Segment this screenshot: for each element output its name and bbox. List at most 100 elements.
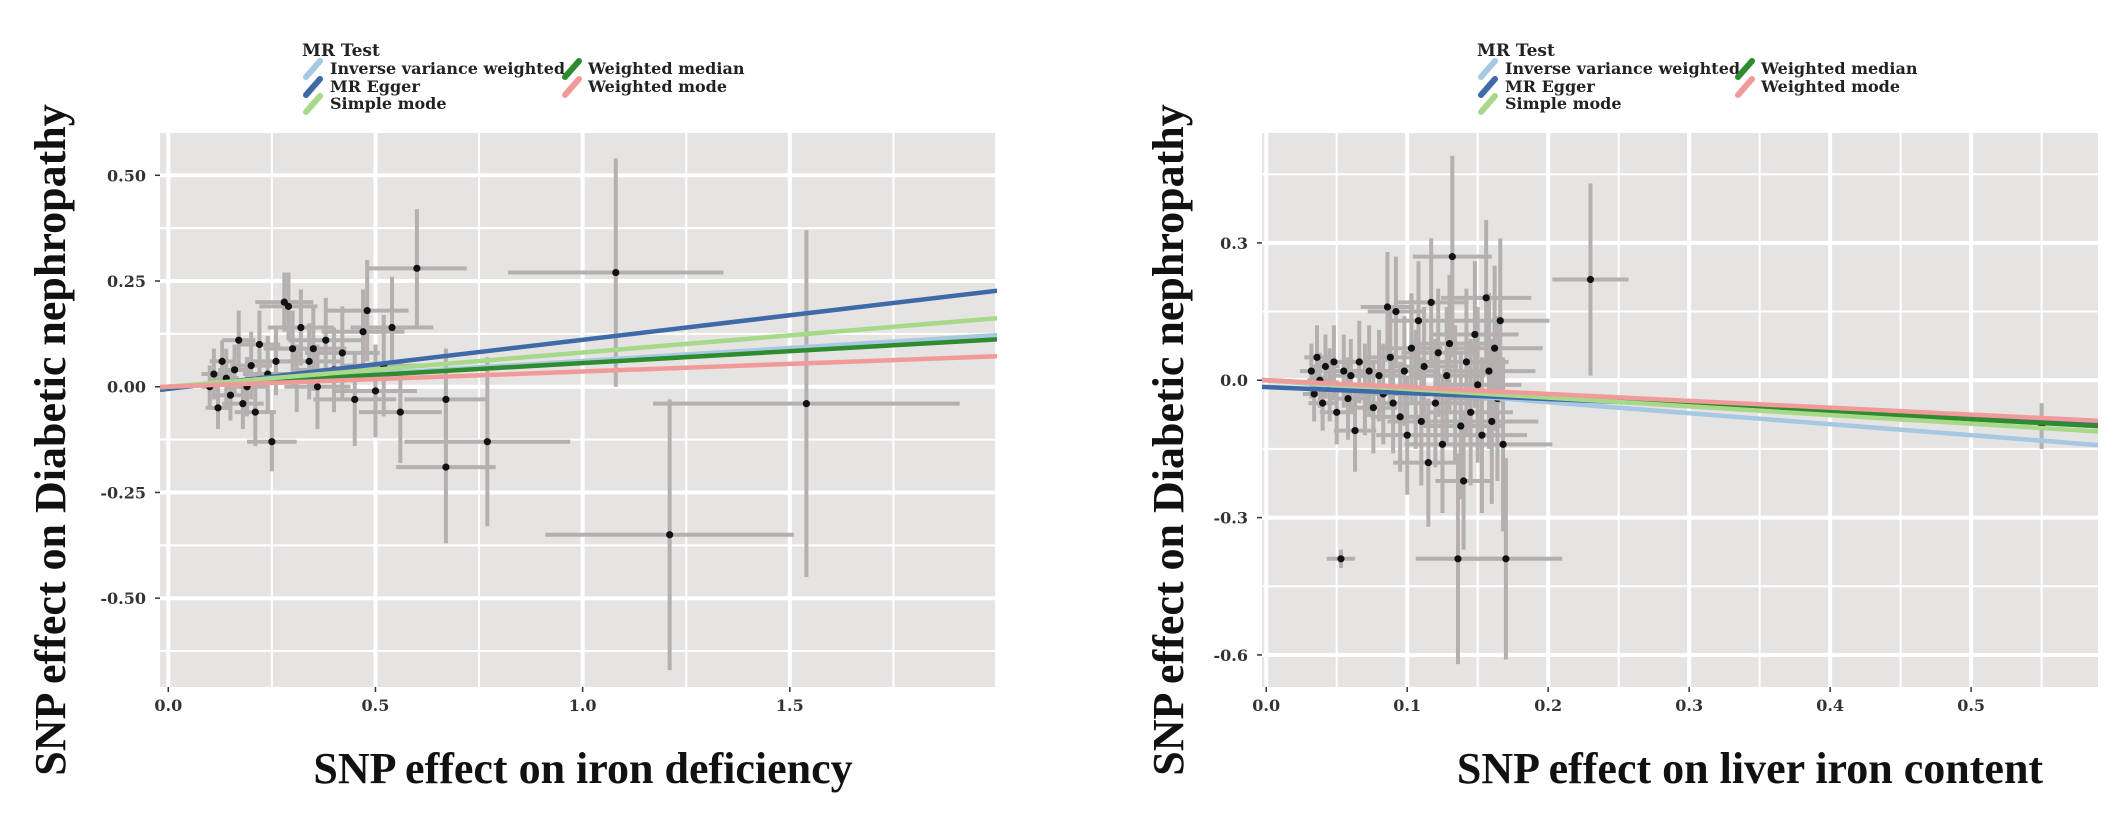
y-tick-label: -0.6 <box>1214 646 1248 665</box>
x-tick-label: 0.2 <box>1534 696 1562 715</box>
data-point <box>1392 307 1400 316</box>
data-point <box>1313 353 1321 361</box>
legend-item-mr-egger: MR Egger <box>303 76 420 98</box>
legend-label-mr-egger: MR Egger <box>1505 77 1595 96</box>
data-point <box>1396 413 1404 421</box>
data-point <box>802 400 810 408</box>
data-point <box>1400 367 1408 375</box>
legend-key-weighted-median <box>562 58 582 80</box>
y-tick-label: -0.25 <box>100 483 146 502</box>
data-point <box>1407 344 1416 352</box>
data-point <box>1417 417 1425 426</box>
legend-label-ivw: Inverse variance weighted <box>1505 59 1740 78</box>
legend-key-simple-mode <box>303 93 323 115</box>
panel-iron-deficiency: MR Test Inverse variance weighted Weight… <box>26 41 999 793</box>
data-point <box>1443 372 1451 380</box>
plot-background <box>160 133 997 687</box>
data-point <box>1457 422 1465 430</box>
data-point <box>1375 372 1383 380</box>
legend: MR Test Inverse variance weighted Weight… <box>302 41 745 115</box>
regression-line-weighted-mode <box>1262 377 2098 424</box>
x-tick-label: 0.5 <box>362 696 390 715</box>
data-point <box>1467 408 1475 416</box>
data-point <box>351 395 359 404</box>
data-point <box>338 349 346 357</box>
x-tick-label: 0.5 <box>1957 696 1985 715</box>
legend-key-simple-mode <box>1478 93 1498 115</box>
legend-label-mr-egger: MR Egger <box>330 77 420 96</box>
data-point <box>309 345 317 353</box>
gridlines <box>1262 133 2098 687</box>
data-point <box>413 264 421 272</box>
y-tick-label: 0.3 <box>1220 234 1248 253</box>
data-point <box>1351 427 1359 435</box>
legend-label-weighted-mode: Weighted mode <box>587 77 727 96</box>
data-point <box>322 336 330 344</box>
y-tick-label: 0.50 <box>107 166 146 185</box>
legend-label-weighted-mode: Weighted mode <box>1760 77 1900 96</box>
data-point <box>1485 367 1493 375</box>
data-point <box>251 408 259 416</box>
data-point <box>284 302 293 310</box>
legend-key-weighted-mode <box>1735 76 1755 98</box>
data-point <box>230 366 239 374</box>
y-tick-label: -0.50 <box>100 589 146 608</box>
data-point <box>1424 459 1432 467</box>
data-point <box>666 531 674 539</box>
legend: MR Test Inverse variance weighted Weight… <box>1477 41 1918 115</box>
legend-key-mr-egger <box>303 76 323 98</box>
data-point <box>1448 253 1456 261</box>
data-point <box>359 328 367 336</box>
data-point <box>1454 555 1462 563</box>
data-point <box>1445 340 1454 348</box>
data-point <box>272 357 280 365</box>
data-point <box>1355 358 1363 366</box>
data-point <box>1459 477 1468 485</box>
legend-key-weighted-median <box>1735 58 1755 80</box>
data-point <box>388 323 396 332</box>
legend-item-simple-mode: Simple mode <box>1478 93 1622 115</box>
data-point <box>239 400 247 408</box>
data-point <box>442 395 450 404</box>
y-tick-label: 0.0 <box>1220 371 1248 390</box>
data-point <box>1496 317 1504 325</box>
data-point <box>288 345 297 353</box>
legend-item-mr-egger: MR Egger <box>1478 76 1595 98</box>
data-point <box>1333 408 1341 416</box>
legend-title: MR Test <box>302 41 380 61</box>
legend-title: MR Test <box>1477 41 1555 61</box>
legend-label-weighted-median: Weighted median <box>587 59 745 78</box>
data-point <box>255 340 264 349</box>
data-point <box>268 438 276 446</box>
data-point <box>1369 404 1377 412</box>
data-point <box>305 357 313 365</box>
x-tick-label: 0.0 <box>1252 696 1280 715</box>
data-point <box>297 323 305 332</box>
plot-area: 0.0 0.5 1.0 1.5 0.50 0.25 0.00 -0.25 -0.50 <box>100 133 999 715</box>
data-point <box>1386 353 1394 361</box>
x-axis-title: SNP effect on liver iron content <box>1457 744 2044 793</box>
data-point <box>1389 399 1397 407</box>
data-point <box>1478 431 1486 439</box>
x-tick-label: 0.0 <box>154 696 182 715</box>
legend-label-weighted-median: Weighted median <box>1760 59 1918 78</box>
y-axis-title: SNP effect on Diabetic nephropathy <box>1144 104 1193 775</box>
data-point <box>1340 367 1348 375</box>
data-point <box>1474 381 1482 389</box>
x-tick-label: 0.4 <box>1816 696 1844 715</box>
legend-item-weighted-median: Weighted median <box>562 58 745 80</box>
regression-line-weighted-mode <box>160 354 997 390</box>
legend-label-ivw: Inverse variance weighted <box>330 59 565 78</box>
y-tick-label: -0.3 <box>1214 509 1248 528</box>
data-point <box>483 438 491 446</box>
y-tick-label: 0.00 <box>107 378 146 397</box>
data-point <box>1420 362 1428 371</box>
data-point <box>1310 390 1318 398</box>
data-point <box>1438 440 1447 448</box>
data-point <box>396 408 404 416</box>
data-point <box>1482 294 1490 302</box>
data-point <box>1319 399 1327 407</box>
y-tick-label: 0.25 <box>107 272 146 291</box>
data-point <box>1471 330 1479 339</box>
